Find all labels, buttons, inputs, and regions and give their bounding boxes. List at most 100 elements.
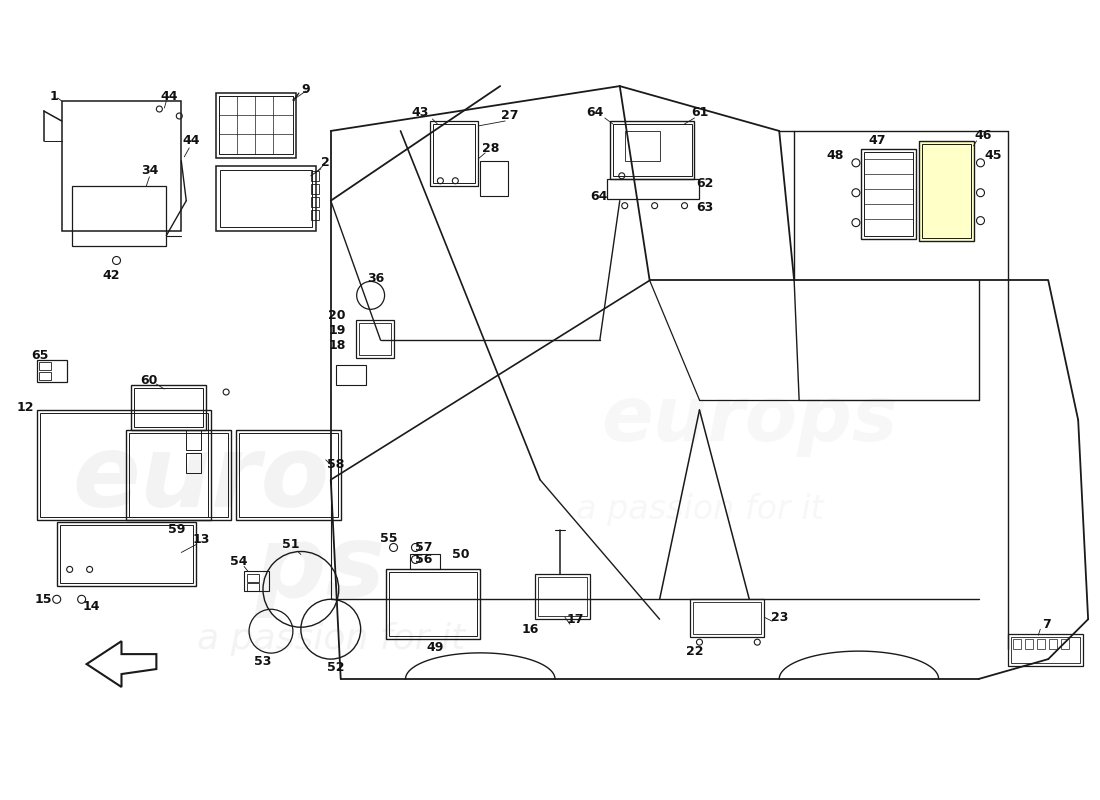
- Text: 49: 49: [427, 641, 444, 654]
- Bar: [1025, 639, 1033, 649]
- Bar: [535, 574, 590, 619]
- Text: 13: 13: [192, 533, 210, 546]
- Text: 9: 9: [301, 82, 310, 95]
- Text: 48: 48: [826, 150, 844, 162]
- Bar: [433, 124, 475, 182]
- Text: 18: 18: [328, 338, 345, 352]
- Text: 65: 65: [31, 349, 48, 362]
- Bar: [244, 571, 270, 591]
- Bar: [410, 554, 440, 570]
- Bar: [36, 410, 211, 519]
- Bar: [430, 121, 478, 186]
- Text: 54: 54: [230, 555, 248, 568]
- Bar: [220, 170, 311, 226]
- Text: 64: 64: [586, 106, 604, 119]
- Text: 2: 2: [321, 156, 330, 170]
- Bar: [248, 574, 258, 582]
- Text: 14: 14: [82, 600, 100, 613]
- Text: 58: 58: [327, 458, 344, 471]
- Bar: [1011, 637, 1080, 663]
- Text: 57: 57: [415, 541, 432, 554]
- Bar: [625, 131, 660, 161]
- Bar: [1049, 639, 1057, 649]
- Bar: [864, 152, 913, 235]
- Bar: [126, 430, 231, 519]
- Text: 17: 17: [566, 613, 584, 626]
- Text: 23: 23: [770, 610, 788, 624]
- Text: 44: 44: [183, 134, 200, 147]
- Bar: [918, 141, 974, 241]
- Bar: [186, 430, 201, 450]
- Text: 51: 51: [283, 538, 299, 551]
- Text: 7: 7: [1042, 618, 1050, 630]
- Text: 64: 64: [591, 190, 608, 203]
- Text: 56: 56: [415, 553, 432, 566]
- Bar: [386, 570, 481, 639]
- Text: 63: 63: [696, 201, 713, 214]
- Text: 47: 47: [868, 134, 886, 147]
- Bar: [219, 96, 293, 154]
- Text: 28: 28: [482, 142, 499, 155]
- Bar: [1013, 639, 1022, 649]
- Text: 45: 45: [984, 150, 1002, 162]
- Bar: [130, 433, 228, 517]
- Bar: [39, 362, 51, 370]
- Bar: [311, 210, 319, 220]
- Bar: [36, 360, 67, 382]
- Text: 1: 1: [50, 90, 58, 102]
- Bar: [134, 388, 204, 427]
- Bar: [62, 101, 182, 230]
- Bar: [311, 170, 319, 181]
- Text: 50: 50: [452, 548, 469, 561]
- Bar: [388, 572, 477, 636]
- Text: ps: ps: [255, 521, 386, 618]
- Bar: [690, 599, 764, 637]
- Text: a passion for it: a passion for it: [575, 493, 824, 526]
- Text: 53: 53: [254, 654, 272, 667]
- Bar: [311, 184, 319, 194]
- Bar: [186, 453, 201, 473]
- Bar: [861, 149, 915, 238]
- Bar: [538, 578, 587, 616]
- Bar: [72, 186, 166, 246]
- Bar: [59, 525, 194, 583]
- Bar: [39, 372, 51, 380]
- Bar: [355, 320, 394, 358]
- Bar: [248, 583, 258, 591]
- Bar: [481, 161, 508, 196]
- Bar: [311, 197, 319, 206]
- Bar: [613, 124, 692, 176]
- Bar: [236, 430, 341, 519]
- Text: 20: 20: [328, 309, 345, 322]
- Text: 27: 27: [502, 110, 519, 122]
- Text: 16: 16: [521, 622, 539, 636]
- Text: 43: 43: [411, 106, 429, 119]
- Text: 15: 15: [35, 593, 53, 606]
- Text: 60: 60: [141, 374, 158, 386]
- Text: 62: 62: [696, 178, 713, 190]
- Bar: [1062, 639, 1069, 649]
- Text: 59: 59: [167, 523, 185, 536]
- Bar: [1037, 639, 1045, 649]
- Text: 22: 22: [685, 645, 703, 658]
- Text: 55: 55: [379, 532, 397, 545]
- Bar: [132, 385, 206, 430]
- Bar: [217, 166, 316, 230]
- Text: a passion for it: a passion for it: [197, 622, 465, 656]
- Bar: [609, 121, 694, 178]
- Bar: [336, 365, 365, 385]
- Bar: [40, 413, 208, 517]
- Text: 19: 19: [328, 324, 345, 337]
- Bar: [607, 178, 700, 198]
- Bar: [57, 522, 196, 586]
- Text: 42: 42: [102, 269, 120, 282]
- Bar: [359, 323, 390, 355]
- Bar: [239, 433, 338, 517]
- Text: 44: 44: [161, 90, 178, 102]
- Bar: [217, 93, 296, 158]
- Text: 61: 61: [691, 106, 708, 119]
- Text: 34: 34: [141, 164, 158, 178]
- Bar: [693, 602, 761, 634]
- Text: 52: 52: [327, 661, 344, 674]
- Text: 12: 12: [16, 402, 34, 414]
